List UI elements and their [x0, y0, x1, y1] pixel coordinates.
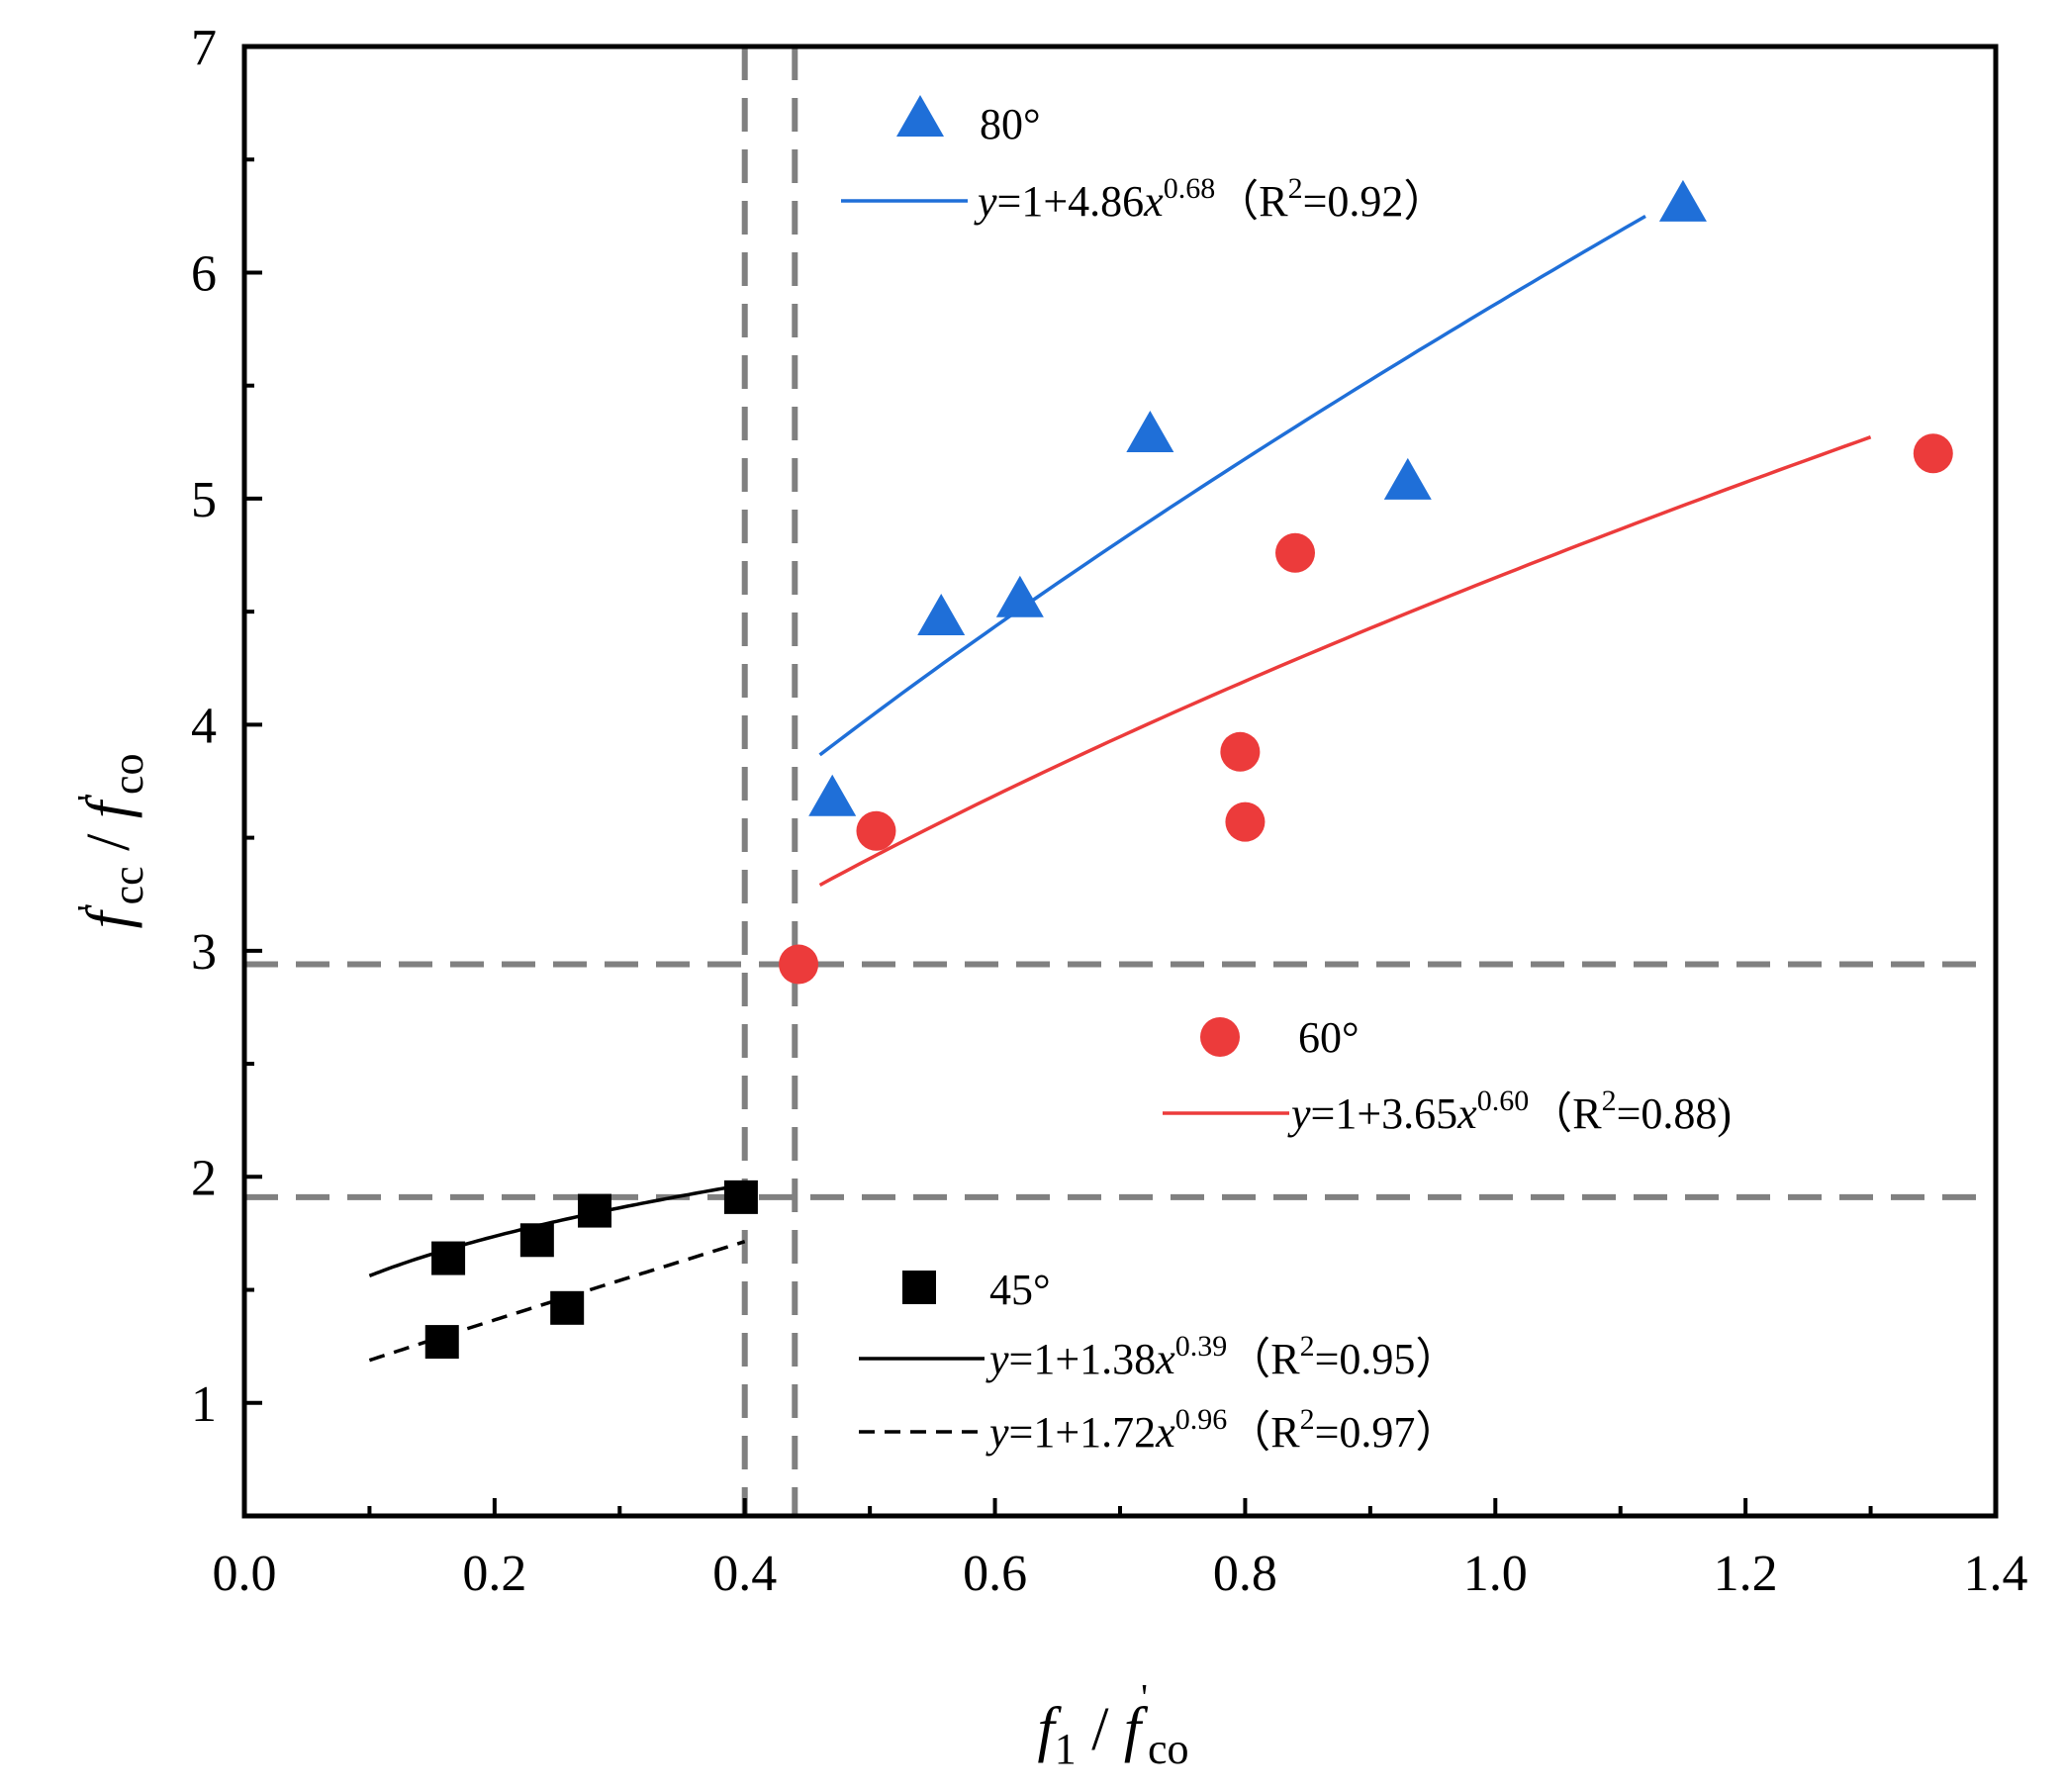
- y-axis-title: f'cc / f'co: [70, 753, 152, 928]
- fit-curve-circle-0: [818, 435, 1872, 888]
- x-tick-label: 0.6: [963, 1546, 1027, 1602]
- y-tick-label: 1: [191, 1376, 217, 1433]
- legend-80-fit-equation: y=1+4.86x0.68（R2=0.92）: [974, 172, 1447, 226]
- data-point-square: [723, 1179, 758, 1214]
- data-point-square: [519, 1223, 554, 1258]
- y-tick-label: 2: [191, 1150, 217, 1206]
- legend-80-label: 80°: [980, 100, 1041, 148]
- reference-lines: [244, 47, 1996, 1516]
- legend-80: 80° y=1+4.86x0.68（R2=0.92）: [841, 95, 1447, 226]
- y-tick-label: 3: [191, 924, 217, 981]
- data-point-circle: [779, 944, 819, 985]
- legend-45: 45° y=1+1.38x0.39（R2=0.95） y=1+1.72x0.96…: [859, 1266, 1458, 1457]
- data-point-square: [550, 1290, 585, 1325]
- data-point-square: [578, 1193, 611, 1228]
- x-tick-label: 1.0: [1463, 1546, 1528, 1602]
- data-points: [424, 179, 1953, 1360]
- data-point-circle: [856, 810, 896, 851]
- x-tick-label: 0.2: [462, 1546, 526, 1602]
- data-point-triangle: [917, 594, 966, 636]
- legend-60-marker: [1200, 1017, 1240, 1057]
- legend-60-label: 60°: [1298, 1013, 1360, 1062]
- legend-80-marker: [896, 95, 944, 137]
- axes: [241, 44, 1999, 1519]
- fit-curves: [368, 214, 1872, 1363]
- legend-60-fit-equation: y=1+3.65x0.60（R2=0.88): [1287, 1085, 1732, 1138]
- y-tick-label: 5: [191, 472, 217, 528]
- data-point-triangle: [995, 575, 1044, 617]
- data-point-square: [424, 1325, 459, 1360]
- x-tick-label: 1.4: [1964, 1546, 2028, 1602]
- y-tick-label: 6: [191, 245, 217, 302]
- legend-45-label: 45°: [989, 1266, 1051, 1314]
- legend-45-fit-dashed-equation: y=1+1.72x0.96（R2=0.97）: [985, 1403, 1458, 1457]
- ticks: 0.0 0.2 0.4 0.6 0.8 1.0 1.2 1.4 1 2 3 4 5 6 7: [191, 20, 2028, 1602]
- data-point-circle: [1913, 433, 1953, 474]
- legend-60: 60° y=1+3.65x0.60（R2=0.88): [1163, 1013, 1732, 1138]
- x-tick-label: 1.2: [1714, 1546, 1778, 1602]
- data-point-triangle: [1126, 410, 1174, 452]
- legend-45-marker: [902, 1271, 936, 1304]
- x-tick-label: 0.8: [1213, 1546, 1277, 1602]
- data-point-circle: [1275, 532, 1315, 573]
- y-tick-label: 7: [191, 20, 217, 76]
- y-tick-label: 4: [191, 698, 217, 754]
- x-axis-title: f1 / f'co: [1037, 1677, 1188, 1773]
- data-point-circle: [1225, 802, 1266, 842]
- legend-45-fit-solid-equation: y=1+1.38x0.39（R2=0.95）: [985, 1330, 1458, 1383]
- fit-curve-triangle-0: [818, 214, 1646, 757]
- data-point-triangle: [808, 774, 857, 816]
- data-point-circle: [1220, 731, 1261, 772]
- x-tick-label: 0.4: [712, 1546, 777, 1602]
- plot-frame: [241, 44, 1999, 1519]
- data-point-triangle: [1658, 179, 1707, 222]
- data-point-triangle: [1383, 457, 1432, 500]
- x-tick-label: 0.0: [213, 1546, 277, 1602]
- data-point-square: [431, 1241, 466, 1275]
